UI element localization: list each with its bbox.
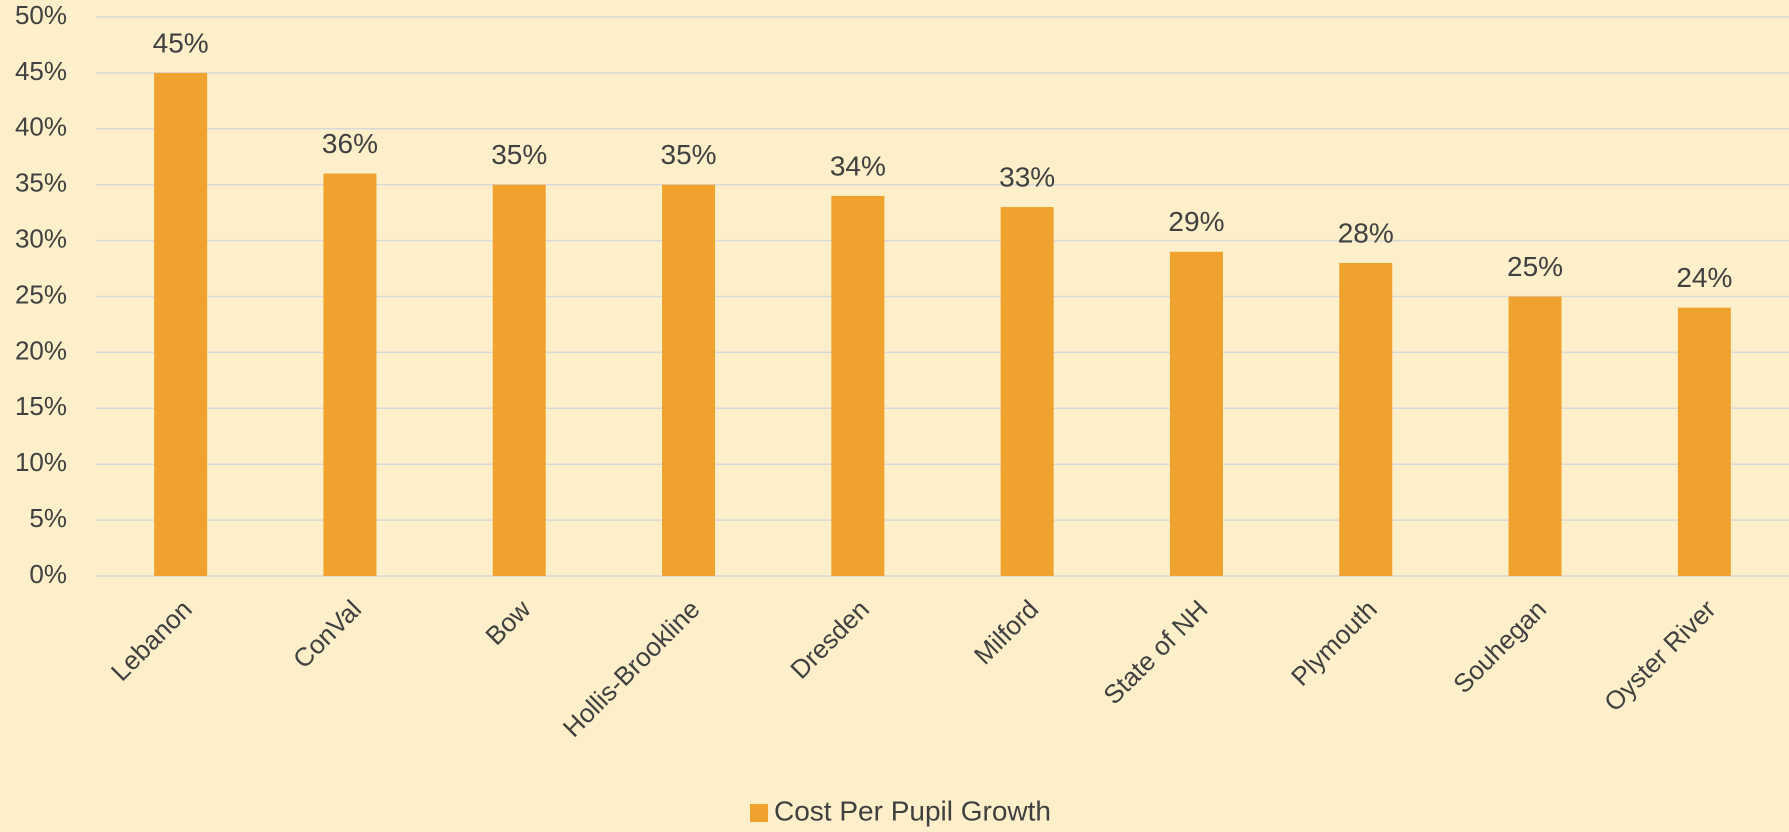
bar xyxy=(154,72,208,577)
y-tick-label: 15% xyxy=(15,391,67,421)
bar xyxy=(1339,262,1393,576)
data-label: 35% xyxy=(661,139,717,170)
bar xyxy=(1000,207,1054,576)
data-label: 34% xyxy=(830,150,886,181)
bar xyxy=(831,195,885,576)
y-tick-label: 40% xyxy=(15,112,67,142)
y-tick-label: 30% xyxy=(15,223,67,253)
bar xyxy=(1677,307,1731,576)
y-tick-label: 45% xyxy=(15,56,67,86)
y-tick-label: 35% xyxy=(15,168,67,198)
y-tick-label: 50% xyxy=(15,0,67,30)
bar xyxy=(323,173,377,576)
legend-swatch xyxy=(750,804,768,822)
y-tick-label: 20% xyxy=(15,335,67,365)
data-label: 24% xyxy=(1676,262,1732,293)
data-label: 33% xyxy=(999,161,1055,192)
y-tick-label: 5% xyxy=(29,503,67,533)
bar xyxy=(1508,296,1562,576)
data-label: 25% xyxy=(1507,251,1563,282)
bar xyxy=(492,184,546,576)
bar xyxy=(1169,251,1223,576)
legend-label: Cost Per Pupil Growth xyxy=(774,795,1051,826)
bar xyxy=(662,184,716,576)
data-label: 28% xyxy=(1338,217,1394,248)
data-label: 45% xyxy=(153,27,209,58)
data-label: 35% xyxy=(491,139,547,170)
data-label: 29% xyxy=(1168,206,1224,237)
y-tick-label: 10% xyxy=(15,447,67,477)
y-tick-label: 0% xyxy=(29,559,67,589)
y-tick-label: 25% xyxy=(15,279,67,309)
data-label: 36% xyxy=(322,128,378,159)
